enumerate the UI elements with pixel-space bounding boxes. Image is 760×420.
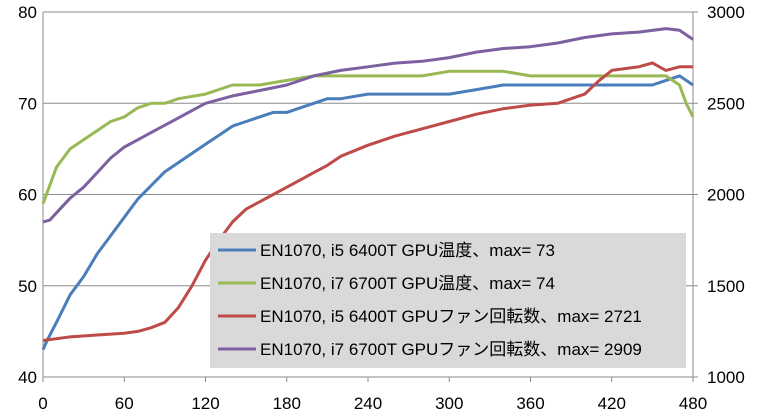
tick-labels: 40 50 60 70 80 1000 1500 2000 2500 3000 0 60 120 180 2… [18,3,745,413]
legend-label-4: EN1070, i7 6700T GPUファン回転数、max= 2909 [260,340,642,359]
legend: EN1070, i5 6400T GPU温度、max= 73 EN1070, i7… [210,233,686,368]
y-tick-label: 80 [18,3,37,22]
series-line-3 [42,61,693,342]
x-tick-label: 120 [191,394,219,413]
y2-tick-label: 1000 [707,368,745,387]
y-tick-label: 60 [18,186,37,205]
y-tick-label: 40 [18,368,37,387]
legend-label-1: EN1070, i5 6400T GPU温度、max= 73 [260,241,555,260]
x-tick-label: 360 [516,394,544,413]
y2-tick-label: 1500 [707,277,745,296]
x-tick-label: 240 [354,394,382,413]
y-tick-label: 50 [18,277,37,296]
x-tick-label: 420 [598,394,626,413]
x-tick-label: 300 [435,394,463,413]
x-tick-label: 60 [115,394,134,413]
y-tick-label: 70 [18,94,37,113]
x-tick-label: 180 [273,394,301,413]
legend-label-3: EN1070, i5 6400T GPUファン回転数、max= 2721 [260,307,642,326]
legend-label-2: EN1070, i7 6700T GPU温度、max= 74 [260,274,555,293]
y2-tick-label: 3000 [707,3,745,22]
y2-tick-label: 2500 [707,94,745,113]
x-tick-label: 480 [679,394,707,413]
x-tick-label: 0 [38,394,47,413]
axes [42,11,698,382]
series-line-1 [41,74,694,351]
series-line-4 [42,27,694,224]
series-layer [41,27,695,351]
y2-tick-label: 2000 [707,186,745,205]
legend-box [210,233,686,368]
